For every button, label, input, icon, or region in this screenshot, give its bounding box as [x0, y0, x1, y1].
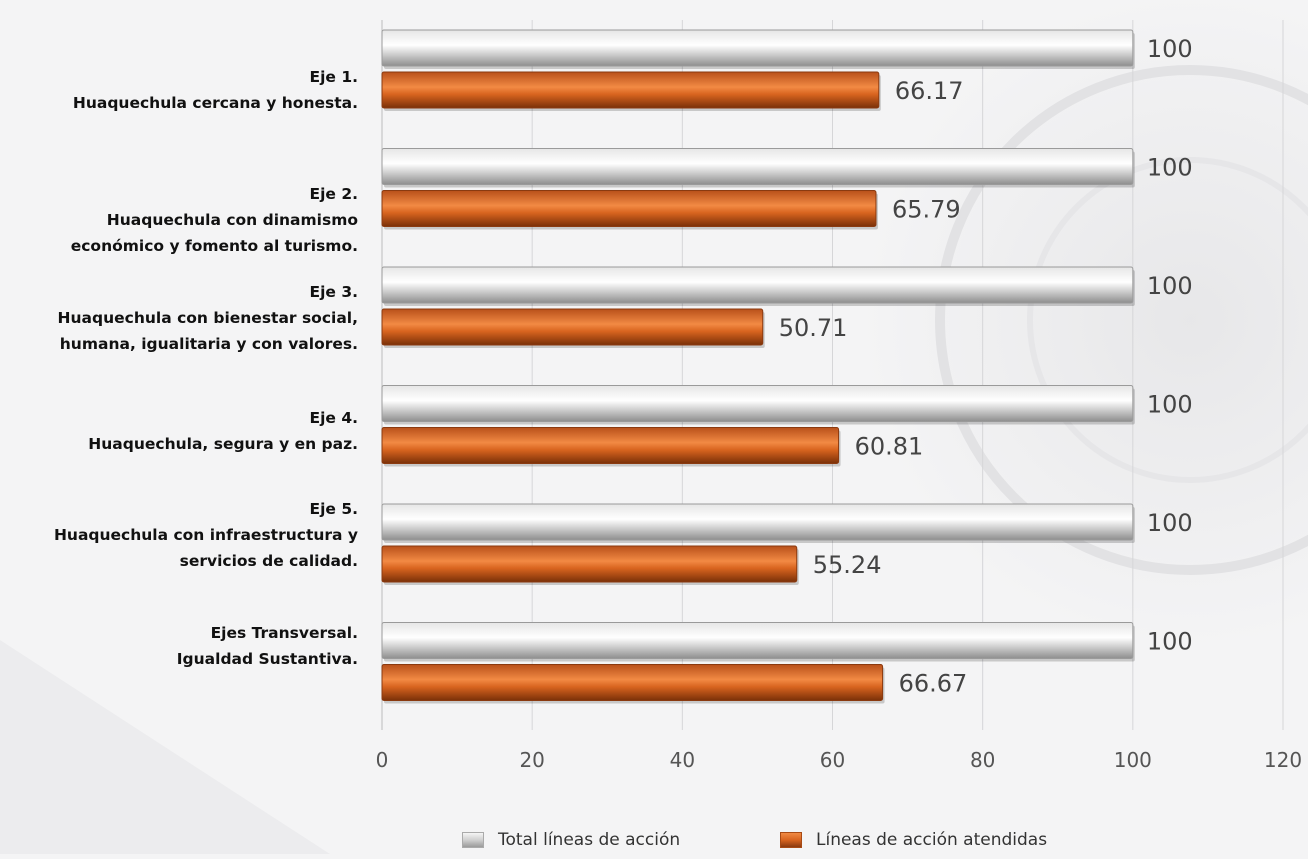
category-label-line: económico y fomento al turismo. [70, 237, 358, 255]
category-label-line: Eje 3. [309, 283, 358, 301]
category-label-line: Eje 4. [309, 409, 358, 427]
x-tick-label: 20 [519, 748, 544, 772]
value-label-total: 100 [1147, 391, 1193, 419]
value-label-atendidas: 66.17 [895, 77, 964, 105]
category-label-1: Eje 1. Huaquechula cercana y honesta. [73, 64, 358, 116]
category-label-line: Huaquechula cercana y honesta. [72, 94, 358, 112]
category-label-5: Eje 5. Huaquechula con infraestructura y s… [54, 496, 358, 574]
value-label-atendidas: 50.71 [779, 314, 848, 342]
category-label-6: Ejes Transversal. Igualdad Sustantiva. [177, 620, 358, 672]
category-label-line: Huaquechula con dinamismo [106, 211, 358, 229]
value-label-total: 100 [1147, 509, 1193, 537]
x-tick-label: 0 [376, 748, 389, 772]
legend: Total líneas de acción Líneas de acción … [0, 830, 1308, 854]
bar-atendidas-2 [381, 190, 877, 227]
x-tick-label: 100 [1114, 748, 1152, 772]
legend-swatch-total [462, 832, 484, 848]
bar-total-6 [381, 622, 1134, 659]
category-label-4: Eje 4. Huaquechula, segura y en paz. [88, 405, 358, 457]
bar-atendidas-4 [381, 427, 840, 464]
bar-total-3 [381, 266, 1134, 304]
bar-total-4 [381, 385, 1134, 422]
value-label-total: 100 [1147, 35, 1193, 63]
category-label-line: servicios de calidad. [179, 552, 358, 570]
value-label-atendidas: 55.24 [813, 551, 882, 579]
category-label-line: Eje 2. [309, 185, 358, 203]
category-label-line: Ejes Transversal. [210, 624, 358, 642]
value-label-atendidas: 65.79 [892, 196, 961, 224]
x-tick-label: 120 [1264, 748, 1302, 772]
legend-item-atendidas: Líneas de acción atendidas [780, 830, 1047, 850]
category-label-line: Huaquechula con bienestar social, [57, 309, 358, 327]
x-tick-label: 60 [820, 748, 845, 772]
x-tick-label: 80 [970, 748, 995, 772]
legend-label-atendidas: Líneas de acción atendidas [816, 830, 1048, 850]
x-tick-label: 40 [670, 748, 695, 772]
legend-label-total: Total líneas de acción [498, 830, 681, 850]
legend-item-total: Total líneas de acción [462, 830, 680, 850]
value-label-atendidas: 66.67 [899, 670, 968, 698]
bar-total-5 [381, 503, 1134, 541]
category-label-line: Huaquechula, segura y en paz. [88, 435, 358, 453]
category-label-line: Igualdad Sustantiva. [176, 650, 358, 668]
category-label-3: Eje 3. Huaquechula con bienestar social, h… [58, 279, 358, 357]
value-label-total: 100 [1147, 154, 1193, 182]
bar-atendidas-6 [381, 664, 884, 701]
value-label-total: 100 [1147, 628, 1193, 656]
bar-atendidas-5 [381, 545, 798, 583]
value-label-total: 100 [1147, 272, 1193, 300]
category-label-line: Huaquechula con infraestructura y [53, 526, 358, 544]
value-label-atendidas: 60.81 [855, 433, 924, 461]
legend-swatch-atendidas [780, 832, 802, 848]
bar-total-1 [381, 29, 1134, 67]
category-label-line: Eje 1. [309, 68, 358, 86]
bar-atendidas-3 [381, 308, 764, 346]
bar-atendidas-1 [381, 71, 880, 109]
category-label-line: Eje 5. [309, 500, 358, 518]
category-label-2: Eje 2. Huaquechula con dinamismo económico… [71, 181, 358, 259]
bar-total-2 [381, 148, 1134, 185]
category-label-line: humana, igualitaria y con valores. [59, 335, 358, 353]
